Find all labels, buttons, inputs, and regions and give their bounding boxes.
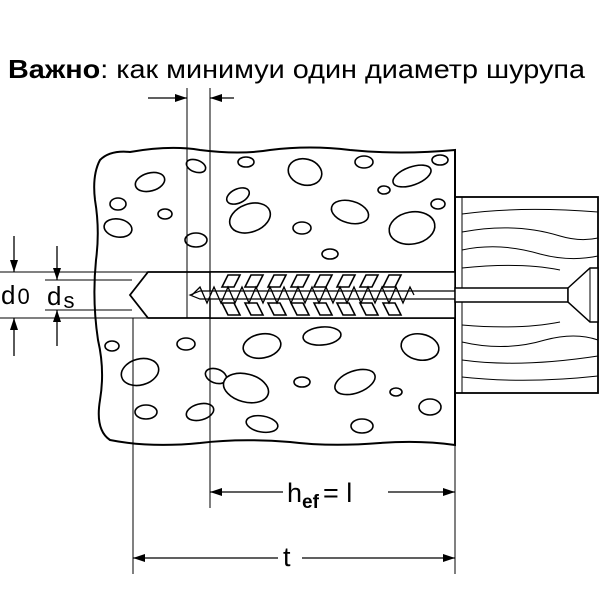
d0-label: d0	[1, 280, 30, 310]
dowel-fins-upper	[220, 274, 403, 288]
aggregate-stone	[242, 332, 282, 360]
dowel-fin	[335, 302, 357, 316]
dowel-fin	[358, 302, 380, 316]
depth-dimensions	[132, 318, 456, 574]
aggregate-stone	[430, 198, 446, 210]
aggregate-stone	[431, 154, 449, 166]
aggregate-stone	[237, 156, 255, 168]
aggregate-stone	[287, 157, 323, 187]
dowel-fin	[335, 274, 357, 288]
dowel-fin	[381, 274, 403, 288]
aggregate-stone	[184, 232, 208, 248]
aggregate-stone	[354, 155, 374, 169]
aggregate-stone	[293, 376, 311, 388]
aggregate-stone	[103, 218, 133, 238]
title-text: Важно: как минимуи один диаметр шурупа	[8, 54, 586, 84]
dowel-fin	[312, 302, 334, 316]
aggregate-stone	[418, 398, 442, 416]
dowel-fin	[243, 302, 265, 316]
title-rest: : как минимуи один диаметр шурупа	[100, 54, 585, 84]
aggregate-stone	[176, 337, 196, 351]
aggregate-stone	[134, 404, 158, 420]
aggregate-stone	[321, 248, 339, 260]
aggregate-stone	[350, 418, 374, 434]
dowel	[209, 271, 456, 319]
aggregate-stone	[388, 210, 436, 246]
dowel-fin	[220, 274, 242, 288]
aggregate-stone	[120, 357, 160, 387]
aggregate-stone	[228, 202, 272, 234]
aggregate-stone	[292, 221, 312, 235]
min-distance-dimension	[148, 88, 234, 318]
dowel-fins-lower	[220, 302, 403, 316]
aggregate-stones	[103, 154, 449, 434]
dowel-fin	[312, 274, 334, 288]
aggregate-stone	[400, 332, 440, 362]
aggregate-stone	[109, 197, 127, 211]
t-label: t	[283, 542, 291, 572]
dowel-fin	[266, 302, 288, 316]
aggregate-stone	[134, 171, 166, 193]
dowel-fin	[220, 302, 242, 316]
diameter-dimensions	[0, 236, 148, 356]
aggregate-stone	[392, 164, 432, 188]
aggregate-stone	[222, 372, 270, 404]
aggregate-stone	[330, 199, 370, 225]
aggregate-stone	[225, 187, 251, 205]
title-bold: Важно	[8, 54, 100, 84]
ds-label: ds	[47, 281, 74, 313]
dowel-fin	[289, 274, 311, 288]
dowel-fin	[243, 274, 265, 288]
aggregate-stone	[104, 340, 120, 352]
aggregate-stone	[334, 368, 376, 396]
screw-shank	[454, 287, 569, 303]
hef-label: hef = l	[287, 478, 352, 513]
aggregate-stone	[389, 387, 403, 397]
aggregate-stone	[157, 208, 173, 220]
aggregate-stone	[185, 402, 215, 422]
aggregate-stone	[302, 326, 342, 346]
dowel-fin	[289, 302, 311, 316]
dowel-fin	[266, 274, 288, 288]
screw-thread	[191, 285, 415, 305]
aggregate-stone	[245, 414, 279, 434]
screw	[188, 267, 599, 323]
dowel-fin	[381, 302, 403, 316]
aggregate-stone	[377, 185, 391, 195]
